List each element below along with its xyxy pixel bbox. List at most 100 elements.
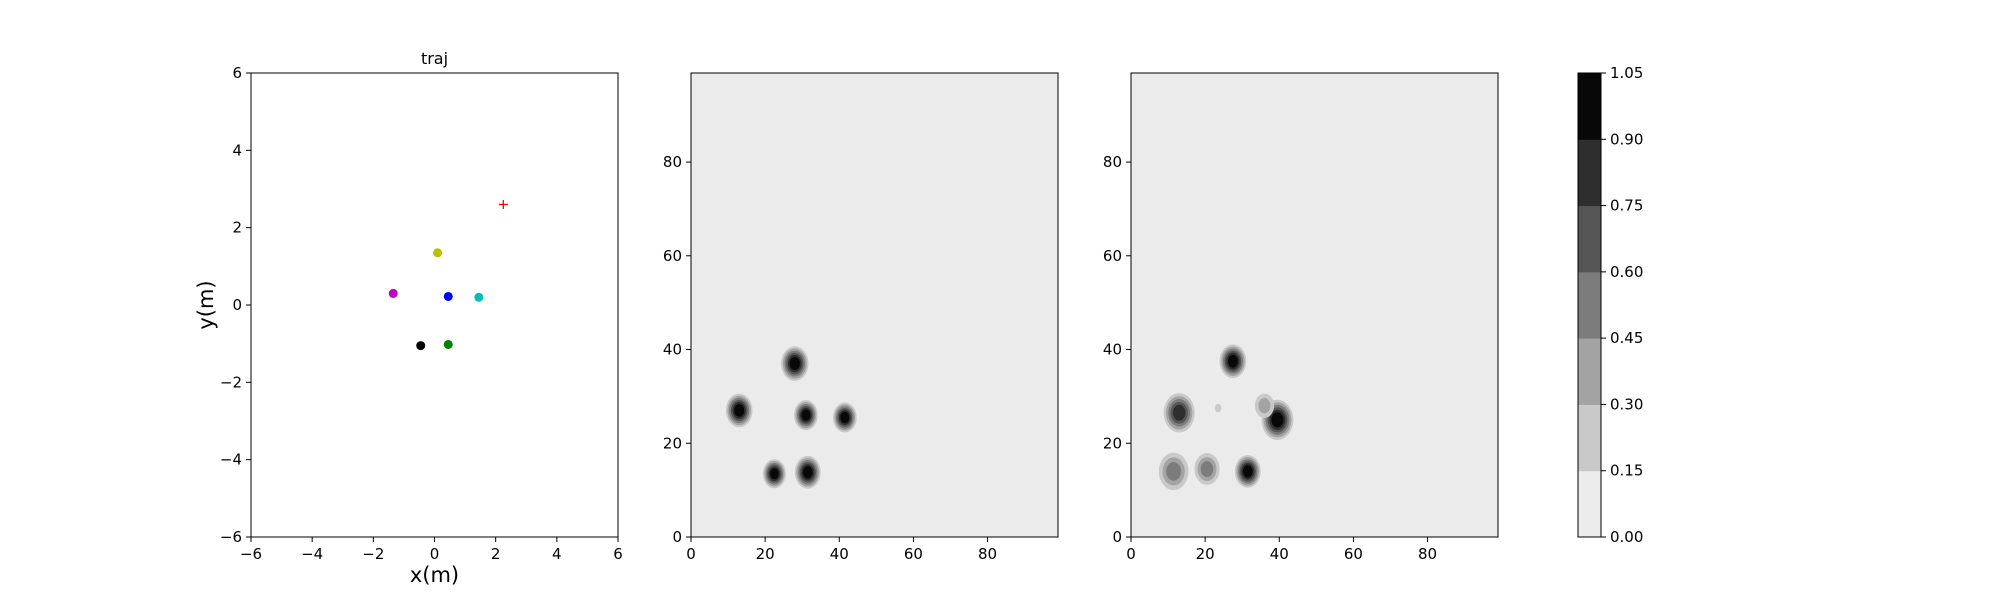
colorbar-band: [1578, 271, 1601, 339]
predicted-map-blob-contour: [1258, 398, 1271, 414]
occupancy-map-blob-contour: [770, 468, 779, 480]
predicted-map-xtick-label: 0: [1126, 545, 1136, 563]
predicted-map-background: [1131, 73, 1498, 537]
traj-points: [388, 199, 508, 351]
goal-plus-marker: [498, 199, 508, 209]
colorbar-ticks: 0.00 0.15 0.30 0.45 0.60 0.75 0.90 1.05: [1601, 64, 1643, 546]
colorbar: 0.00 0.15 0.30 0.45 0.60 0.75 0.90 1.05: [1577, 64, 1643, 546]
traj-scatter-panel: traj −6 −4 −2 0 2 4 6 −6 −4 −2 0 2 4 6 x(m) y(m): [194, 49, 623, 587]
colorbar-band: [1578, 338, 1601, 405]
predicted-map-blob: [1254, 393, 1275, 418]
occupancy-map-xtick-label: 60: [904, 545, 923, 563]
predicted-map-ytick-label: 40: [1103, 341, 1122, 359]
colorbar-tick-label: 0.45: [1610, 329, 1643, 347]
occupancy-map-xtick-label: 40: [830, 545, 849, 563]
occupancy-map-blob-contour: [789, 357, 800, 371]
traj-xtick-label: 2: [491, 545, 501, 563]
predicted-map-xtick-label: 60: [1344, 545, 1363, 563]
colorbar-band: [1578, 404, 1601, 472]
predicted-map-frame: [1130, 72, 1499, 538]
agent-point: [416, 341, 426, 351]
predicted-map-blob-contour: [1200, 461, 1214, 478]
predicted-map-blob-contour: [1214, 403, 1222, 413]
predicted-map-blob: [1194, 453, 1220, 485]
predicted-map-blob: [1163, 393, 1195, 433]
occupancy-map-blob: [794, 400, 818, 431]
traj-title: traj: [421, 49, 448, 68]
predicted-map-ytick-label: 20: [1103, 434, 1122, 452]
predicted-map-blobs: [1158, 344, 1294, 491]
occupancy-map-blob: [832, 402, 857, 433]
occupancy-map-ytick-label: 60: [663, 247, 682, 265]
traj-ytick-label: −6: [220, 528, 242, 546]
predicted-map-blob-contour: [1242, 465, 1253, 478]
predicted-map-blob: [1214, 403, 1222, 413]
predicted-map-xtick-label: 40: [1270, 545, 1289, 563]
traj-xtick-label: 0: [430, 545, 440, 563]
occupancy-map-blob: [781, 346, 809, 381]
colorbar-tick-label: 1.05: [1610, 64, 1643, 82]
predicted-map-xtick-label: 20: [1196, 545, 1215, 563]
occupancy-map-ytick-label: 40: [663, 341, 682, 359]
predicted-map-blob: [1219, 344, 1247, 379]
occupancy-map-blob-contour: [734, 404, 745, 417]
predicted-map-ytick-label: 80: [1103, 153, 1122, 171]
agent-point: [388, 288, 398, 298]
agent-point: [433, 248, 443, 258]
occupancy-map-frame: [690, 72, 1059, 538]
predicted-map-blob: [1234, 454, 1261, 488]
occupancy-map-xtick-label: 80: [978, 545, 997, 563]
occupancy-map-blob-contour: [840, 411, 850, 424]
agent-point: [443, 339, 453, 349]
traj-ytick-label: −4: [220, 451, 242, 469]
occupancy-map-ytick-label: 80: [663, 153, 682, 171]
occupancy-map-xtick-label: 0: [686, 545, 696, 563]
traj-xtick-label: 6: [613, 545, 623, 563]
occupancy-map-xtick-label: 20: [756, 545, 775, 563]
traj-ytick-label: 4: [232, 141, 242, 159]
predicted-map-blob: [1158, 452, 1189, 491]
colorbar-band: [1578, 73, 1601, 140]
traj-ytick-label: 0: [232, 296, 242, 314]
colorbar-frame: [1577, 72, 1602, 538]
predicted-map-blob-contour: [1166, 462, 1182, 481]
traj-xtick-label: −2: [362, 545, 384, 563]
occupancy-map-ytick-label: 20: [663, 434, 682, 452]
traj-xlabel: x(m): [410, 563, 459, 587]
predicted-map-ytick-label: 0: [1112, 528, 1122, 546]
traj-ytick-label: 2: [232, 219, 242, 237]
occupancy-map-blob: [762, 459, 786, 489]
colorbar-bands: [1578, 73, 1601, 538]
occupancy-map-background: [691, 73, 1058, 537]
colorbar-band: [1578, 470, 1601, 538]
occupancy-map-panel: 0 20 40 60 80 0 20 40 60 80: [663, 72, 1059, 563]
traj-xtick-label: −4: [301, 545, 323, 563]
colorbar-band: [1578, 205, 1601, 273]
traj-xtick-label: 4: [552, 545, 562, 563]
occupancy-map-blobs: [725, 346, 857, 489]
traj-plot-area: [250, 72, 619, 538]
traj-ylabel: y(m): [194, 280, 218, 329]
occupancy-map-ticks: 0 20 40 60 80 0 20 40 60 80: [663, 153, 997, 563]
predicted-map-panel: 0 20 40 60 80 0 20 40 60 80: [1103, 72, 1499, 563]
traj-xtick-label: −6: [240, 545, 262, 563]
occupancy-map-blob-contour: [802, 466, 813, 479]
predicted-map-blob-contour: [1271, 412, 1284, 428]
colorbar-tick-label: 0.60: [1610, 263, 1643, 281]
colorbar-tick-label: 0.00: [1610, 528, 1643, 546]
traj-ticks: −6 −4 −2 0 2 4 6 −6 −4 −2 0 2 4 6: [220, 64, 623, 563]
predicted-map-ticks: 0 20 40 60 80 0 20 40 60 80: [1103, 153, 1437, 563]
predicted-map-xtick-label: 80: [1418, 545, 1437, 563]
predicted-map-blob-contour: [1172, 404, 1186, 421]
predicted-map-blob-contour: [1227, 354, 1238, 368]
occupancy-map-ytick-label: 0: [672, 528, 682, 546]
occupancy-map-blob-contour: [801, 409, 811, 421]
colorbar-band: [1578, 139, 1601, 207]
occupancy-map-blob: [725, 393, 753, 428]
traj-ytick-label: −2: [220, 373, 242, 391]
agent-point: [443, 291, 453, 301]
colorbar-tick-label: 0.30: [1610, 395, 1643, 413]
colorbar-tick-label: 0.15: [1610, 462, 1643, 480]
predicted-map-ytick-label: 60: [1103, 247, 1122, 265]
